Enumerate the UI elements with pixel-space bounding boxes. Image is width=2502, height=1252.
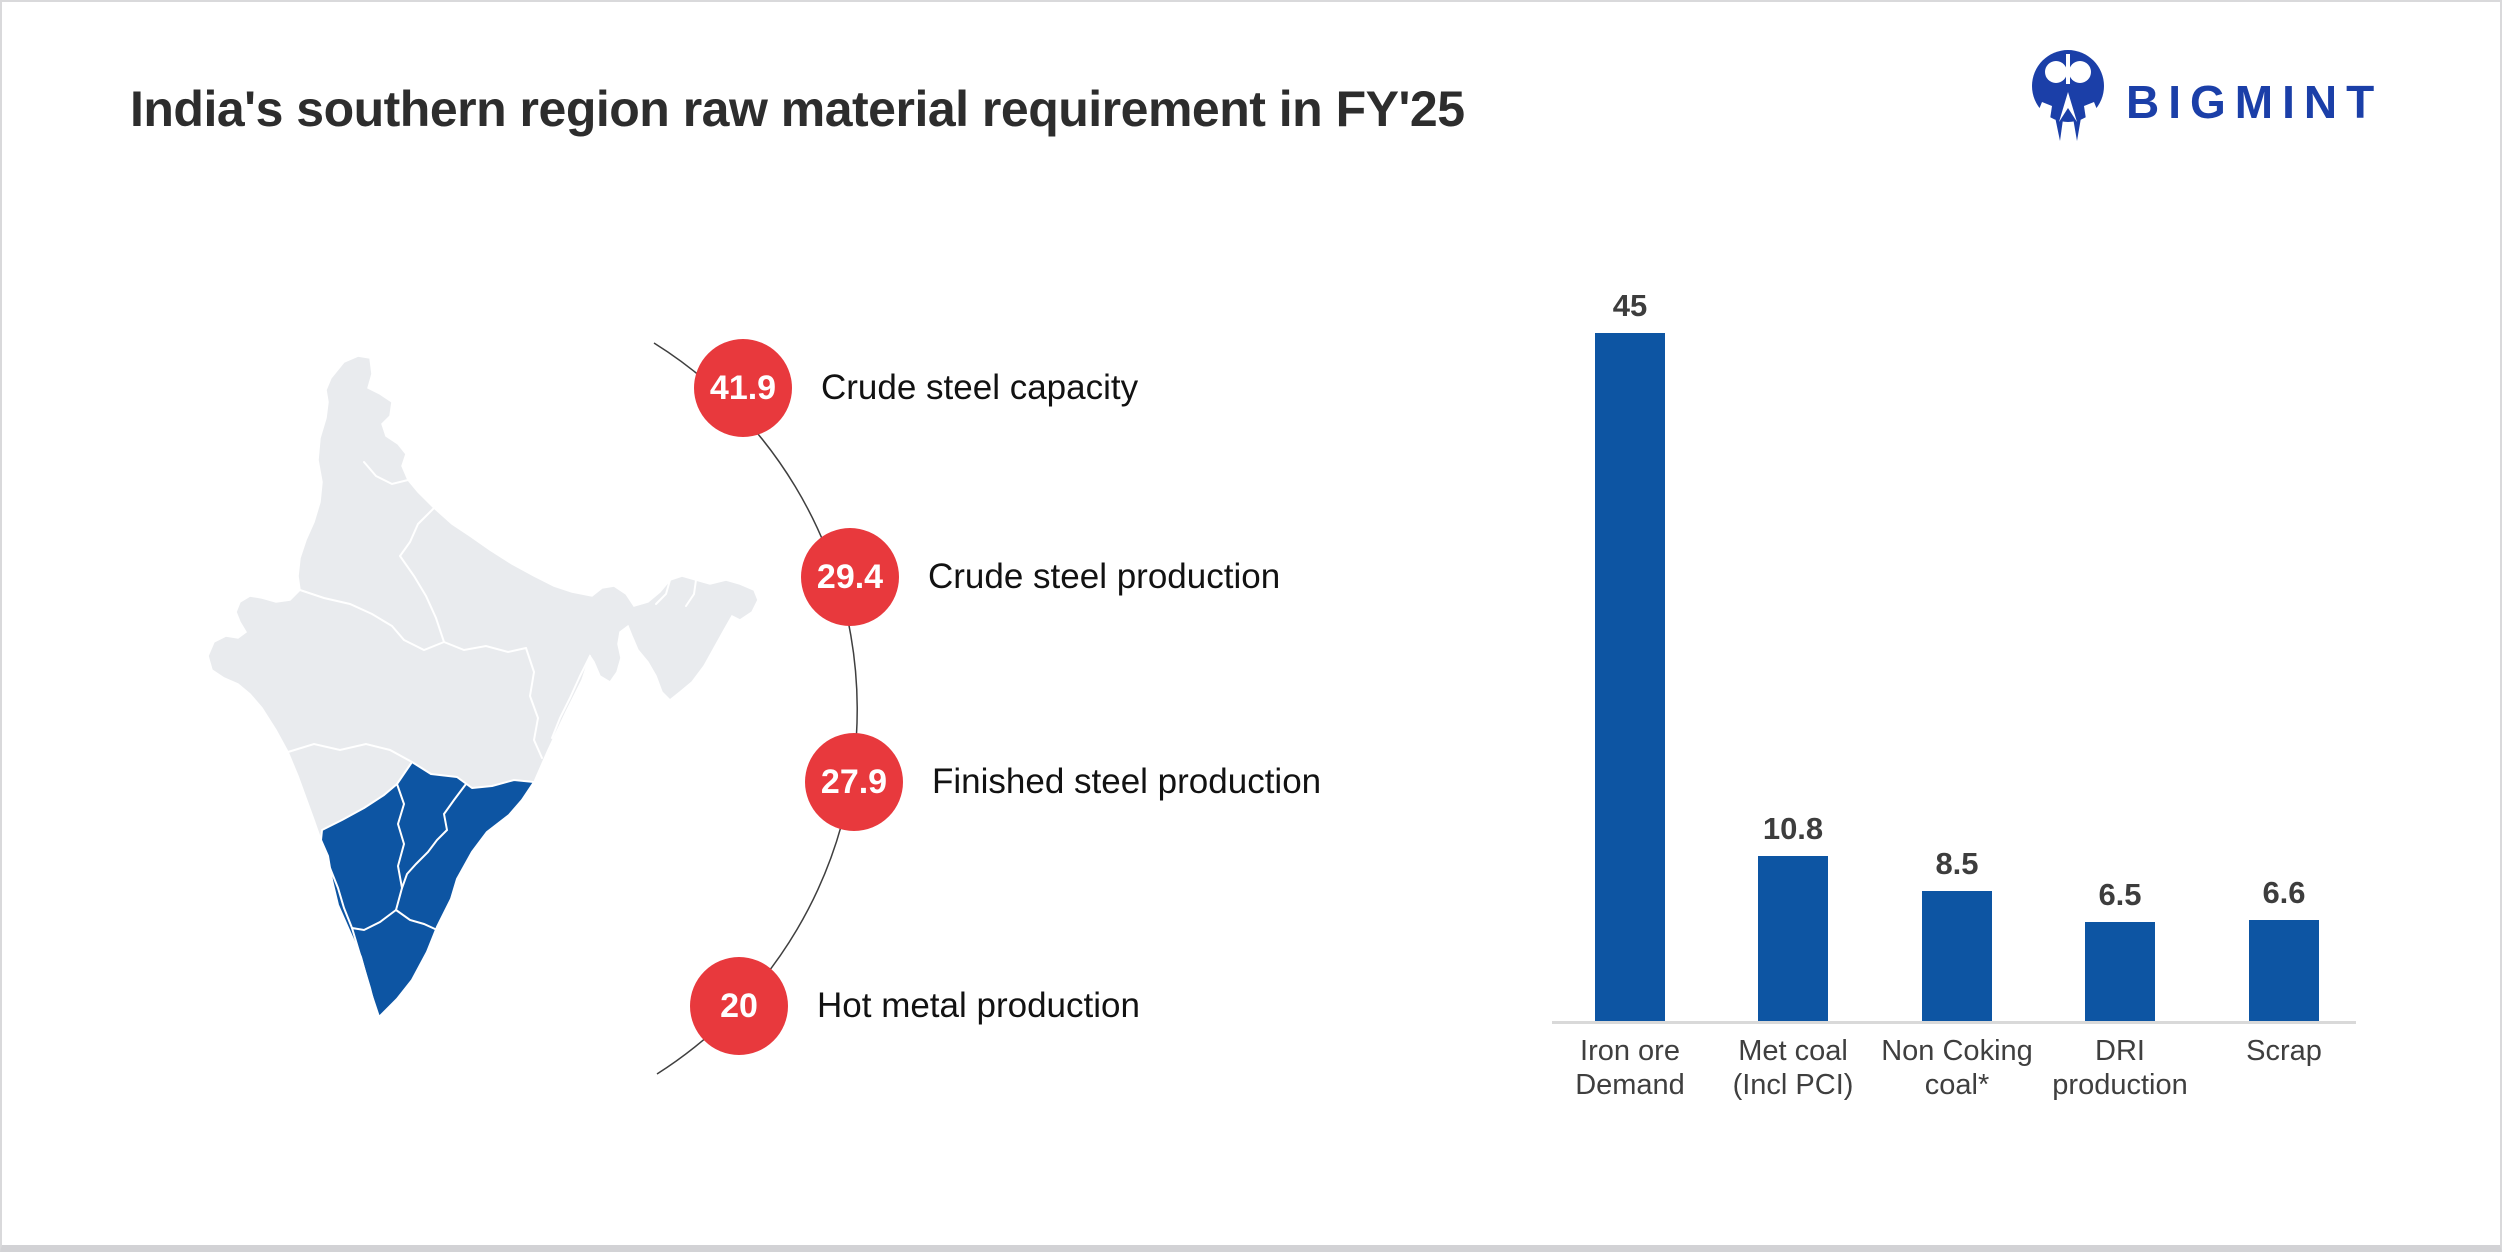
bar-scrap — [2249, 920, 2319, 1021]
value-bubble: 29.4 — [801, 528, 899, 626]
bar-column-non-coking-coal: 8.5 — [1875, 846, 2039, 1021]
bar-value-label: 6.6 — [2262, 875, 2306, 910]
metric-label: Finished steel production — [932, 762, 1322, 801]
page-title: India's southern region raw material req… — [130, 81, 1465, 137]
value-bubble: 27.9 — [805, 733, 903, 831]
bar-value-label: 6.5 — [2098, 877, 2142, 912]
x-axis-line — [1552, 1021, 2356, 1024]
metric-label: Crude steel production — [928, 557, 1281, 596]
bar-value-label: 10.8 — [1762, 811, 1824, 846]
category-label-scrap: Scrap — [2246, 1035, 2322, 1067]
bar-dri-production — [2085, 922, 2155, 1021]
metric-finished-steel-production: 27.9 Finished steel production — [805, 733, 1321, 831]
category-label-non-coking-coal: Non Coking coal* — [1881, 1035, 2033, 1101]
bigmint-people-icon — [2030, 50, 2108, 149]
bar-value-label: 45 — [1612, 288, 1648, 323]
southern-state-borders — [329, 783, 467, 1005]
southern-region-highlight — [320, 761, 535, 1018]
bigmint-logo: BIGMINT — [2030, 50, 2383, 149]
bar-iron-ore — [1595, 333, 1665, 1021]
value-bubble: 41.9 — [694, 339, 792, 437]
bigmint-logo-text: BIGMINT — [2126, 75, 2384, 128]
bar-column-scrap: 6.6 — [2202, 875, 2366, 1021]
metric-crude-steel-production: 29.4 Crude steel production — [801, 528, 1280, 626]
category-label-dri-production: DRI production — [2052, 1035, 2188, 1101]
category-label-met-coal: Met coal (Incl PCI) — [1732, 1035, 1854, 1101]
state-borders — [287, 461, 697, 763]
bar-column-iron-ore: 45 — [1548, 288, 1712, 1021]
bar-column-met-coal: 10.8 — [1711, 811, 1875, 1021]
raw-material-bar-chart: 45 10.8 8.5 6.5 6.6 Iron ore Demand Met … — [1552, 282, 2356, 1101]
bar-column-dri-production: 6.5 — [2038, 877, 2202, 1021]
value-bubble: 20 — [690, 957, 788, 1055]
bar-met-coal — [1758, 856, 1828, 1021]
category-label-iron-ore: Iron ore Demand — [1575, 1035, 1685, 1101]
india-map — [204, 332, 769, 1037]
bar-non-coking-coal — [1922, 891, 1992, 1021]
metric-label: Hot metal production — [817, 986, 1140, 1025]
metric-crude-steel-capacity: 41.9 Crude steel capacity — [694, 339, 1138, 437]
metric-hot-metal-production: 20 Hot metal production — [690, 957, 1140, 1055]
bar-value-label: 8.5 — [1935, 846, 1979, 881]
metric-label: Crude steel capacity — [821, 368, 1139, 407]
